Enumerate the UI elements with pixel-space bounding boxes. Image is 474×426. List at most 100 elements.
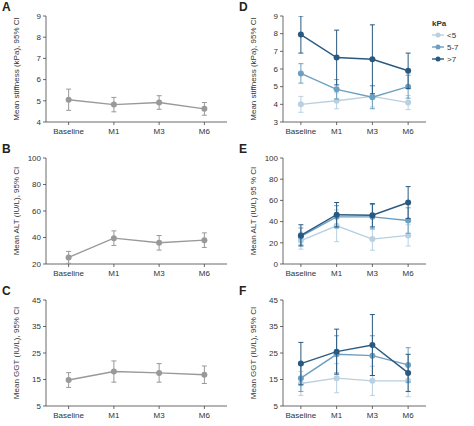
point (298, 32, 304, 38)
x-tick-label: M3 (367, 269, 379, 278)
y-tick (43, 16, 46, 17)
y-tick (280, 158, 283, 159)
error-bar (334, 30, 339, 85)
panel-label: E (239, 142, 247, 156)
panel: BMean ALT (IU/L), 95% CI20406080100Basel… (2, 142, 227, 278)
x-tick (300, 264, 301, 267)
error-bar (370, 228, 375, 250)
point (369, 94, 375, 100)
error-bar (298, 16, 303, 53)
y-tick-label: 5 (274, 82, 279, 91)
point (201, 372, 207, 378)
point (369, 342, 375, 348)
x-tick-label: M3 (154, 411, 166, 420)
x-axis-line (283, 122, 426, 123)
point (156, 370, 162, 376)
plot-area (66, 231, 208, 263)
x-tick (113, 264, 114, 267)
point (369, 93, 375, 99)
y-tick-label: 15 (32, 375, 41, 384)
y-tick-label: 5 (37, 402, 42, 411)
error-bar (298, 225, 303, 246)
y-tick (280, 221, 283, 222)
series-line (301, 203, 408, 236)
error-bar (157, 364, 162, 383)
plot-area (66, 89, 208, 115)
y-axis-label: Mean ALT (IU/L) 95 % CI (249, 167, 258, 256)
x-tick-label: M3 (154, 269, 166, 278)
error-bar (111, 361, 116, 382)
y-tick (43, 211, 46, 212)
x-tick-label: M1 (108, 127, 120, 136)
y-axis-line (46, 16, 47, 122)
x-tick (336, 406, 337, 409)
error-bar (66, 251, 71, 263)
y-tick-label: 5 (37, 97, 42, 106)
y-tick-label: 8 (274, 29, 279, 38)
y-tick (280, 379, 283, 380)
panel-label: B (2, 142, 11, 156)
error-bar (157, 96, 162, 110)
x-tick (372, 406, 373, 409)
y-tick (43, 379, 46, 380)
x-tick-label: M3 (367, 411, 379, 420)
y-tick (43, 326, 46, 327)
y-tick (280, 33, 283, 34)
y-tick-label: 35 (32, 322, 41, 331)
plot-area (298, 16, 411, 112)
legend-marker (436, 57, 441, 62)
error-bar (334, 329, 339, 374)
x-tick (300, 406, 301, 409)
series-line (301, 378, 408, 383)
y-tick (280, 353, 283, 354)
panel-label: F (239, 284, 246, 298)
y-tick-label: 100 (265, 154, 279, 163)
y-tick (43, 79, 46, 80)
series-line (69, 238, 205, 257)
x-tick-label: Baseline (53, 127, 84, 136)
point (334, 86, 340, 92)
point (405, 200, 411, 206)
x-tick (113, 406, 114, 409)
point (405, 100, 411, 106)
y-tick (43, 122, 46, 123)
y-tick-label: 80 (269, 175, 278, 184)
legend-label: <5 (447, 31, 457, 40)
y-tick-label: 40 (269, 217, 278, 226)
y-tick-label: 15 (269, 375, 278, 384)
x-tick-label: Baseline (53, 269, 84, 278)
y-tick-label: 45 (269, 296, 278, 305)
x-tick (159, 122, 160, 125)
y-tick-label: 80 (32, 180, 41, 189)
point (334, 349, 340, 355)
y-tick (280, 326, 283, 327)
point (369, 236, 375, 242)
panel-label: A (2, 0, 11, 14)
y-tick (43, 58, 46, 59)
point (369, 56, 375, 62)
y-tick (280, 69, 283, 70)
point (369, 378, 375, 384)
point (111, 369, 117, 375)
panel: CMean GGT (IU/L), 95% CI515253545Baselin… (2, 284, 227, 420)
point (66, 97, 72, 103)
x-tick (336, 264, 337, 267)
series-line (301, 96, 408, 104)
panel-label: D (239, 0, 248, 14)
panel: DMean stiffness (kPa), 95% CI3456789Base… (239, 0, 459, 136)
x-tick (372, 122, 373, 125)
x-tick (204, 122, 205, 125)
x-tick (159, 264, 160, 267)
y-tick-label: 8 (37, 33, 42, 42)
y-axis-label: Mean stiffness (kPa), 95% CI (12, 17, 21, 120)
point (156, 99, 162, 105)
error-bar (298, 96, 303, 112)
series-line (301, 345, 408, 373)
error-bar (370, 25, 375, 94)
point (369, 212, 375, 218)
y-tick-label: 6 (274, 65, 279, 74)
y-tick-label: 0 (274, 260, 279, 269)
x-tick (336, 122, 337, 125)
point (334, 375, 340, 381)
error-bar (298, 342, 303, 384)
